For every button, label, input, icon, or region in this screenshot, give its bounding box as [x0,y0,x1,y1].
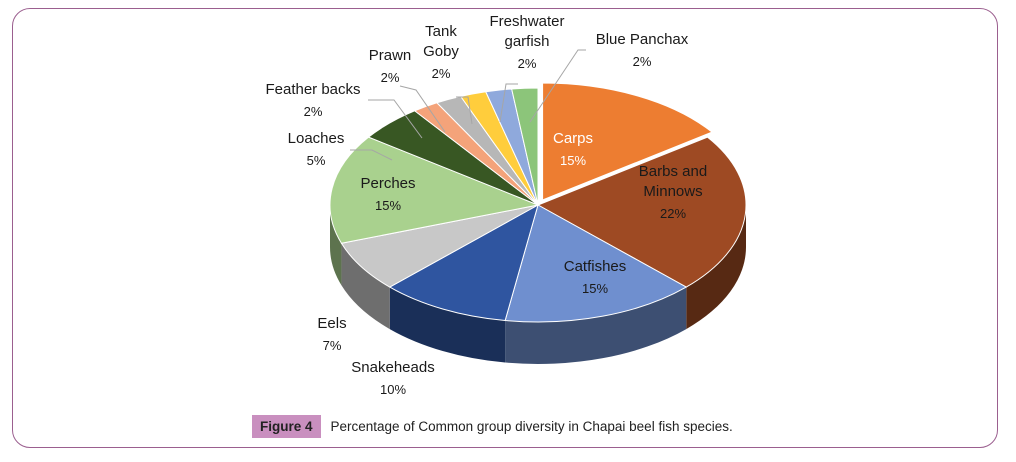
slice-label-1: Barbs and Minnows 22% [639,163,707,221]
slice-label-5: Perches 15% [360,175,415,213]
pie-tops [329,82,747,323]
pie-sides [330,205,746,365]
slice-label-6: Loaches 5% [288,130,345,168]
pie-side-1 [686,205,746,330]
slice-label-7: Feather backs 2% [265,81,360,119]
pie-side-2 [505,287,687,365]
figure-frame [12,8,998,448]
figure-caption: Figure 4 Percentage of Common group dive… [252,413,733,439]
slice-labels: Carps 15% Barbs and Minnows 22% Catfishes 15% S… [265,13,707,397]
pie-slice-5 [329,136,540,244]
leader-line-7 [368,99,423,139]
pie-slice-2 [504,204,688,323]
leader-line-6 [350,149,393,161]
pie-slice-11 [511,87,539,206]
slice-label-4: Eels 7% [317,315,346,353]
pie-slice-1 [536,136,747,288]
slice-label-3: Snakeheads 10% [351,359,434,397]
slice-label-8: Prawn 2% [369,47,412,85]
slice-label-0: Carps 15% [553,130,593,168]
leader-line-10 [499,83,518,123]
slice-label-9: Tank Goby 2% [423,23,459,81]
leader-line-8 [399,85,446,133]
slice-label-10: Freshwater garfish 2% [489,13,564,71]
leader-line-11 [529,49,586,123]
pie-side-3 [389,287,506,363]
leader-line-9 [456,96,473,125]
pie-side-4 [341,243,390,330]
pie-slice-0 [542,82,714,201]
slice-label-11: Blue Panchax 2% [596,31,689,69]
pie-slice-3 [388,203,539,322]
slice-label-2: Catfishes 15% [564,258,627,296]
caption-text: Percentage of Common group diversity in … [330,418,733,434]
figure-label: Figure 4 [252,414,321,438]
